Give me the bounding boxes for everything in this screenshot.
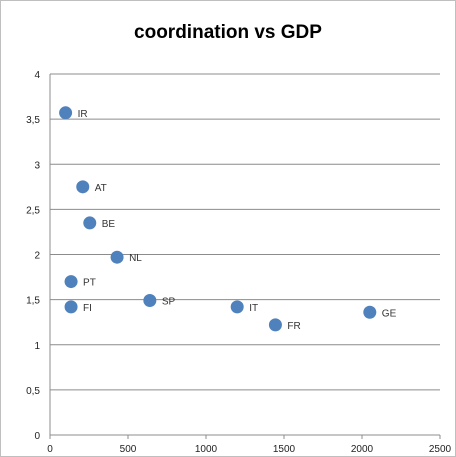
- x-tick-label: 500: [120, 444, 137, 455]
- data-point: [143, 294, 157, 308]
- y-tick-label: 3,5: [26, 115, 40, 126]
- data-point-label: BE: [102, 219, 116, 230]
- x-tick-label: 1000: [195, 444, 218, 455]
- data-point-label: FR: [287, 321, 300, 332]
- y-tick-label: 0,5: [26, 386, 40, 397]
- data-point: [230, 300, 244, 314]
- y-tick-label: 2,5: [26, 205, 40, 216]
- data-point: [64, 300, 78, 314]
- data-point: [59, 106, 73, 120]
- y-tick-label: 2: [34, 251, 40, 262]
- data-point-label: AT: [95, 183, 107, 194]
- y-tick-label: 0: [34, 431, 40, 442]
- x-tick-label: 0: [47, 444, 53, 455]
- x-tick-label: 2000: [351, 444, 374, 455]
- data-point: [268, 318, 282, 332]
- y-tick-label: 4: [34, 70, 40, 81]
- y-tick-label: 1,5: [26, 296, 40, 307]
- data-point-label: NL: [129, 253, 142, 264]
- data-point-label: SP: [162, 297, 176, 308]
- y-tick-label: 1: [34, 341, 40, 352]
- data-point-label: IR: [78, 109, 88, 120]
- y-tick-label: 3: [34, 160, 40, 171]
- x-tick-label: 2500: [429, 444, 452, 455]
- x-tick-label: 1500: [273, 444, 296, 455]
- data-point: [76, 180, 90, 194]
- data-point-label: IT: [249, 303, 258, 314]
- data-point: [83, 216, 97, 230]
- data-point-label: FI: [83, 303, 92, 314]
- chart-title: coordination vs GDP: [134, 22, 322, 43]
- data-point-label: PT: [83, 278, 96, 289]
- data-point: [64, 275, 78, 289]
- data-point: [110, 250, 124, 264]
- data-point: [363, 305, 377, 319]
- data-point-label: GE: [382, 308, 397, 319]
